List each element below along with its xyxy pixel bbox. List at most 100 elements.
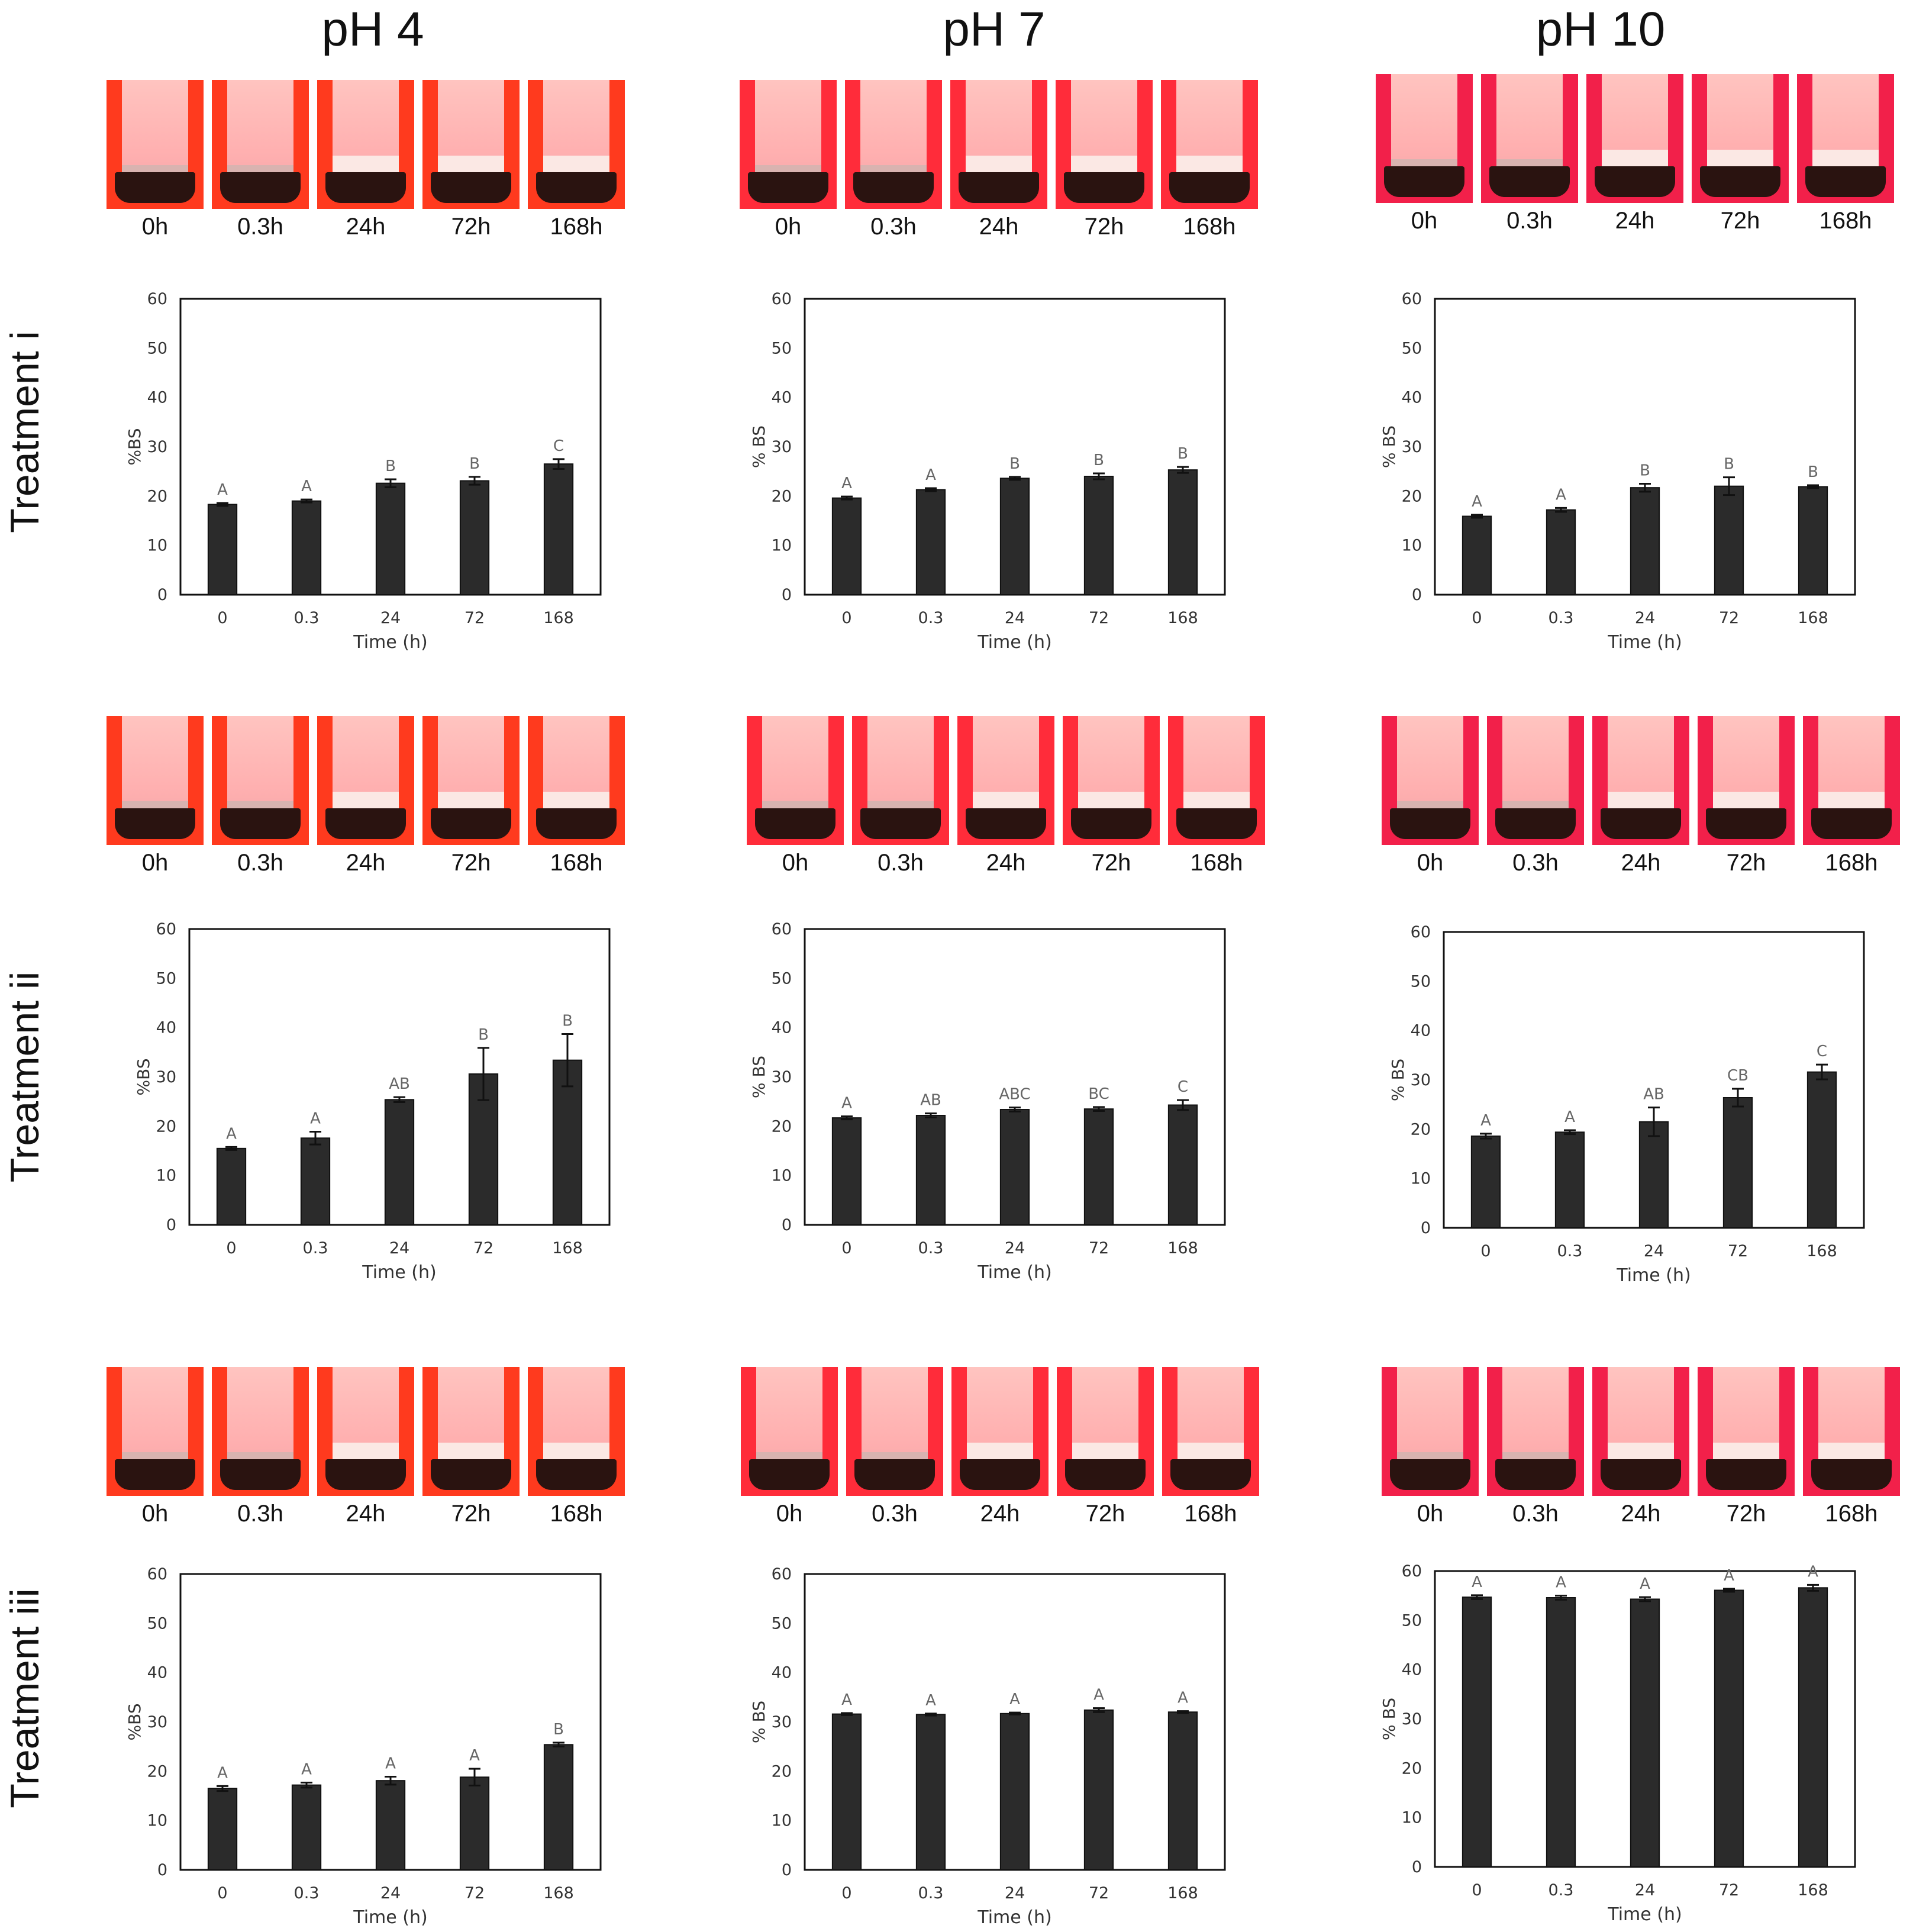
row-title-treatment-iii: Treatment iii [2,1588,47,1808]
time-label: 0h [782,850,809,876]
y-tick-label: 30 [147,1713,167,1731]
time-label: 24h [346,850,386,876]
y-tick-label: 10 [772,1812,792,1830]
vial-photo [1057,1367,1154,1496]
vial-photo [317,1367,414,1496]
time-label: 24h [1621,1501,1661,1527]
significance-letter: A [301,1761,312,1779]
column-title-ph4: pH 4 [321,2,424,56]
y-tick-label: 40 [1402,1661,1422,1679]
bar [831,1117,862,1225]
y-tick-label: 50 [772,1614,792,1633]
y-axis-label: %BS [134,1058,153,1095]
x-tick-label: 0.3 [918,1884,944,1902]
vial-photo [740,80,837,209]
significance-letter: A [1724,1567,1734,1585]
y-tick-label: 60 [1411,923,1431,941]
vial-photo [1487,1367,1584,1496]
chart-treatment-iii-ph4: 0 10 20 30 40 50 60 %BS A 0 A 0.3 A 24 A 72 B 168 Time (h) [125,1565,602,1928]
bar [384,1099,415,1226]
x-axis-label: Time (h) [977,632,1051,653]
y-tick-label: 10 [772,1167,792,1185]
x-tick-label: 72 [1089,609,1109,627]
significance-letter: B [553,1721,564,1739]
chart-treatment-ii-ph10: 0 10 20 30 40 50 60 % BS A 0 A 0.3 AB 24 CB 72 C 168 Time … [1388,923,1865,1286]
x-axis-label: Time (h) [977,1262,1051,1283]
y-axis-label: %BS [125,428,144,465]
significance-letter: A [1640,1575,1650,1593]
y-tick-label: 30 [772,1068,792,1086]
photo-strip [1382,1367,1900,1496]
time-label: 24h [346,1501,386,1527]
y-tick-label: 20 [156,1117,176,1136]
time-label: 168h [550,1501,603,1527]
vial-photo [422,80,520,209]
y-tick-label: 50 [772,339,792,357]
significance-letter: B [478,1026,489,1044]
bar [1798,486,1828,595]
y-tick-label: 10 [147,1812,167,1830]
bar [1167,1711,1198,1870]
significance-letter: A [841,1095,852,1112]
x-tick-label: 0 [1480,1242,1491,1260]
y-tick-label: 50 [147,339,167,357]
time-label: 0h [776,1501,803,1527]
time-label: 24h [346,214,386,240]
vial-photo [957,716,1054,845]
x-tick-label: 72 [1719,1881,1739,1899]
y-tick-label: 50 [156,969,176,988]
y-axis-label: % BS [749,1056,769,1098]
x-tick-label: 24 [1005,1239,1025,1257]
y-tick-label: 60 [772,1565,792,1583]
y-tick-label: 10 [1402,537,1422,555]
bar [291,500,322,595]
x-tick-label: 168 [1167,1239,1198,1257]
time-label: 72h [1084,214,1124,240]
bar [1083,1108,1114,1225]
bar [1554,1131,1585,1229]
time-label: 168h [1819,208,1872,234]
y-tick-label: 20 [772,1762,792,1781]
x-tick-label: 168 [1798,609,1828,627]
significance-letter: B [1093,451,1104,469]
vial-photo [528,1367,625,1496]
significance-letter: A [841,475,852,492]
y-tick-label: 60 [1402,290,1422,308]
significance-letter: B [469,455,480,473]
x-tick-label: 72 [1089,1884,1109,1902]
x-tick-label: 0.3 [303,1239,328,1257]
photo-strip [741,1367,1259,1496]
photo-strip [1376,74,1894,203]
y-tick-label: 40 [772,1019,792,1037]
bar [999,1712,1030,1870]
time-label: 0.3h [878,850,924,876]
x-tick-label: 24 [1644,1242,1664,1260]
y-tick-label: 30 [1402,438,1422,456]
significance-letter: CB [1727,1067,1749,1085]
bar [207,1788,238,1870]
chart-treatment-i-ph10: 0 10 20 30 40 50 60 % BS A 0 A 0.3 B 24 B 72 B 168 Time (h… [1379,290,1856,653]
bar [1083,1710,1114,1870]
bar [1470,1136,1501,1228]
bar [1630,487,1660,595]
y-tick-label: 20 [772,1117,792,1136]
significance-letter: A [1009,1691,1020,1708]
bar [1462,515,1492,595]
x-tick-label: 0.3 [1557,1242,1583,1260]
bar [1462,1596,1492,1868]
y-tick-label: 30 [156,1068,176,1086]
bar [543,463,574,595]
x-tick-label: 24 [380,1884,401,1902]
significance-letter: B [1808,463,1818,481]
bar [915,489,946,595]
significance-letter: C [1817,1043,1827,1060]
significance-letter: B [1009,455,1020,473]
time-label: 0h [775,214,802,240]
significance-letter: B [1178,445,1188,463]
vial-photo [107,1367,204,1496]
bar [291,1784,322,1870]
vial-photo [317,80,414,209]
significance-letter: A [385,1755,396,1773]
x-tick-label: 0.3 [294,609,320,627]
x-tick-label: 0 [1472,609,1482,627]
